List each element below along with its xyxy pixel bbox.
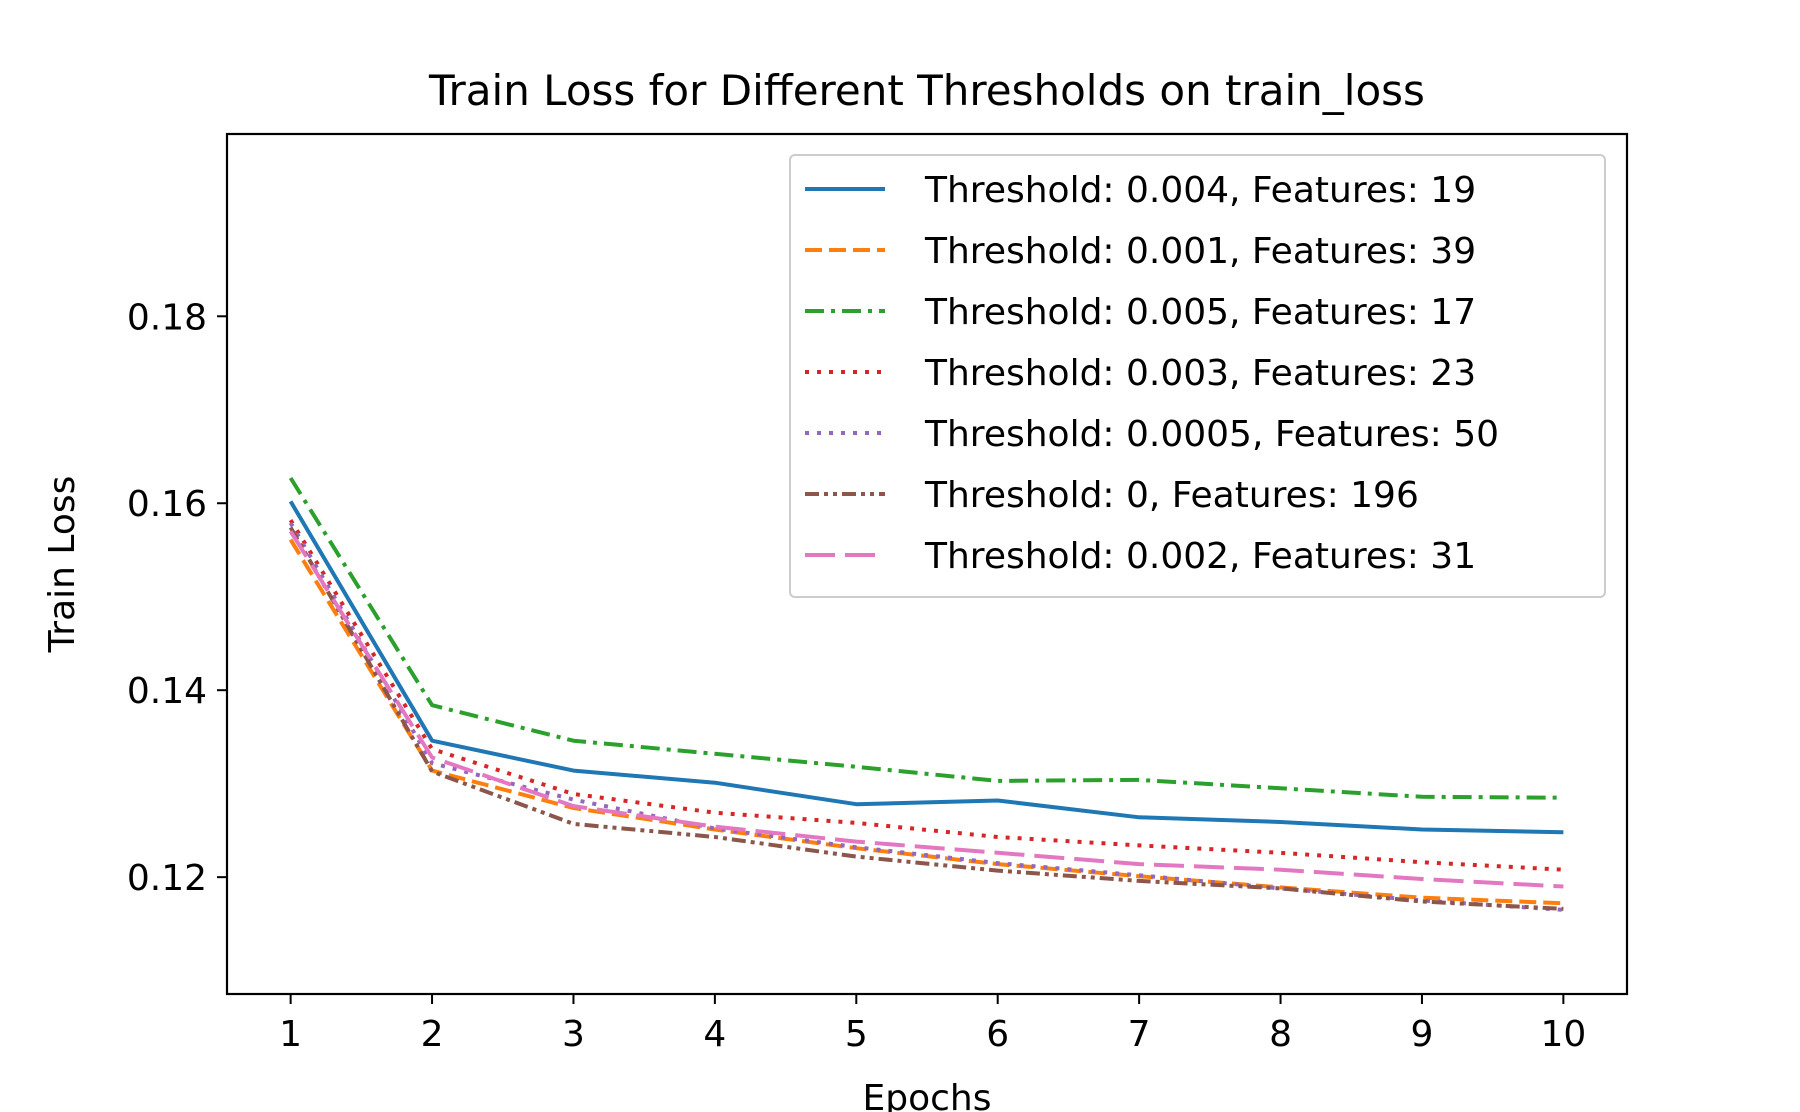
legend-label-2: Threshold: 0.001, Features: 39	[924, 231, 1476, 272]
series-line-1	[288, 500, 1564, 835]
y-axis: 0.12 0.14 0.16 0.18	[127, 297, 227, 899]
legend-label-6: Threshold: 0, Features: 196	[924, 475, 1419, 516]
legend-label-5: Threshold: 0.0005, Features: 50	[924, 414, 1499, 455]
legend-label-3: Threshold: 0.005, Features: 17	[924, 292, 1476, 333]
legend: Threshold: 0.004, Features: 19 Threshold:…	[789, 154, 1606, 598]
series-layer	[288, 476, 1564, 912]
chart-title: Train Loss for Different Thresholds on t…	[428, 66, 1425, 115]
x-tick-label: 9	[1410, 1014, 1433, 1055]
x-tick-label: 5	[845, 1014, 868, 1055]
x-tick-label: 1	[279, 1014, 302, 1055]
legend-label-7: Threshold: 0.002, Features: 31	[924, 536, 1476, 577]
series-line-6	[288, 526, 1564, 911]
series-line-3	[288, 476, 1564, 800]
x-axis-label: Epochs	[863, 1078, 992, 1112]
x-axis: 1 2 3 4 5 6 7 8 9 10	[279, 994, 1586, 1055]
plot-frame	[225, 132, 1629, 996]
x-tick-label: 4	[703, 1014, 726, 1055]
legend-frame	[789, 154, 1606, 598]
series-line-7	[288, 530, 1564, 889]
x-tick-label: 3	[562, 1014, 585, 1055]
legend-label-4: Threshold: 0.003, Features: 23	[924, 353, 1476, 394]
x-tick-label: 6	[986, 1014, 1009, 1055]
y-axis-label: Train Loss	[42, 476, 83, 654]
x-tick-label: 2	[421, 1014, 444, 1055]
x-tick-label: 7	[1128, 1014, 1151, 1055]
y-tick-label: 0.16	[127, 484, 207, 525]
x-tick-label: 10	[1540, 1014, 1586, 1055]
y-tick-label: 0.12	[127, 858, 207, 899]
legend-label-1: Threshold: 0.004, Features: 19	[924, 170, 1476, 211]
y-tick-label: 0.14	[127, 671, 207, 712]
x-tick-label: 8	[1269, 1014, 1292, 1055]
y-tick-label: 0.18	[127, 297, 207, 338]
